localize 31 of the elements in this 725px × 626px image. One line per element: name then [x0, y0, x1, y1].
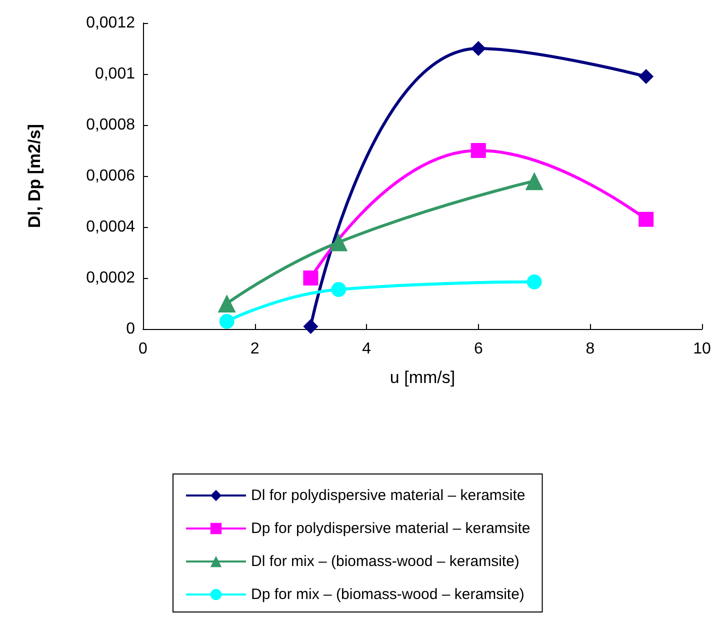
x-tick-label: 10	[693, 340, 711, 358]
y-axis-title: Dl, Dp [m2/s]	[25, 124, 44, 228]
legend-label: Dp for polydispersive material – keramsite	[251, 520, 530, 537]
x-axis-title: u [mm/s]	[390, 368, 456, 387]
point	[638, 212, 654, 227]
y-tick-label: 0,0006	[86, 168, 136, 184]
legend-label: Dp for mix – (biomass-wood – keramsite)	[251, 586, 524, 603]
x-tick-label: 2	[250, 340, 260, 358]
x-tick-label: 4	[362, 340, 372, 358]
y-tick-label: 0,0012	[86, 14, 136, 32]
point	[303, 270, 318, 286]
y-tick-label: 0,001	[94, 66, 136, 82]
y-tick-label: 0	[126, 320, 136, 338]
point	[525, 172, 544, 190]
legend-label: Dl for polydispersive material – keramsite	[251, 487, 526, 504]
y-tick-label: 0,0008	[86, 116, 136, 134]
point	[470, 143, 486, 158]
legend-label: Dl for mix – (biomass-wood – keramsite)	[251, 553, 520, 570]
x-tick-label: 0	[138, 340, 148, 358]
point	[218, 294, 236, 312]
y-tick-label: 0,0004	[86, 218, 136, 236]
point	[638, 69, 654, 84]
point	[526, 274, 542, 290]
x-tick-label: 8	[586, 340, 595, 358]
point	[303, 318, 318, 334]
point	[219, 314, 234, 329]
point	[330, 233, 348, 252]
point	[331, 282, 346, 297]
y-tick-label: 0,0002	[86, 270, 136, 286]
point	[470, 41, 486, 56]
x-tick-label: 6	[474, 340, 483, 358]
